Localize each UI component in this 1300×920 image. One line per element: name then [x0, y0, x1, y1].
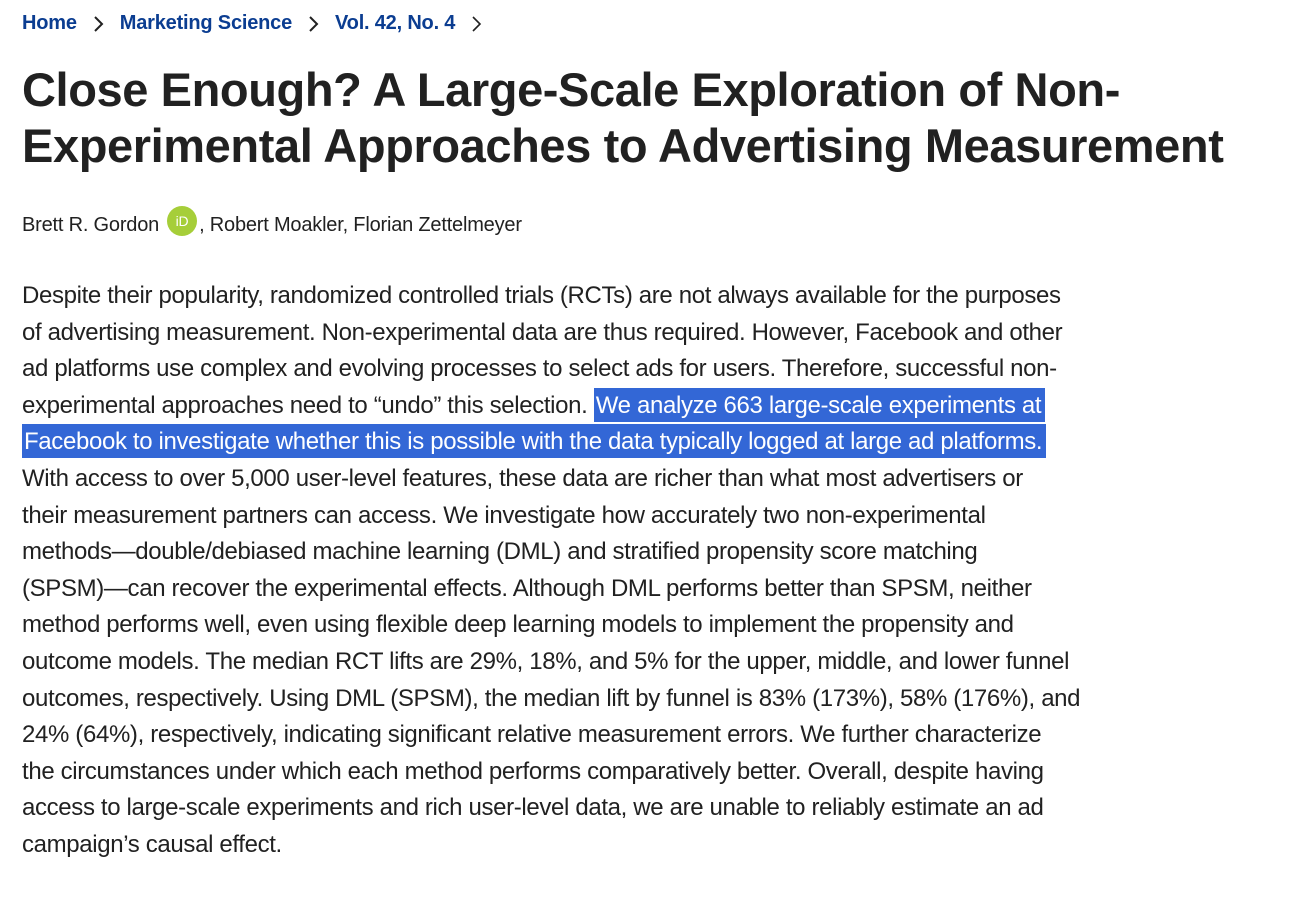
abstract-line: Despite their popularity, randomized con…	[22, 278, 1080, 315]
author-name[interactable]: Brett R. Gordon	[22, 214, 160, 236]
abstract-line: the circumstances under which each metho…	[22, 754, 1080, 791]
abstract-line: ad platforms use complex and evolving pr…	[22, 351, 1080, 388]
author-list: Brett R. Gordon iD , Robert Moakler, Flo…	[22, 205, 522, 237]
selected-text-highlight[interactable]: We analyze 663 large-scale experiments a…	[593, 387, 1046, 422]
page-title: Close Enough? A Large-Scale Exploration …	[22, 62, 1224, 174]
breadcrumb: Home Marketing Science Vol. 42, No. 4	[22, 12, 498, 35]
breadcrumb-issue[interactable]: Vol. 42, No. 4	[335, 12, 456, 34]
abstract-line: outcome models. The median RCT lifts are…	[22, 644, 1080, 681]
abstract-line: access to large-scale experiments and ri…	[22, 790, 1080, 827]
abstract-line: method performs well, even using flexibl…	[22, 607, 1080, 644]
abstract-text: (SPSM)—can recover the experimental effe…	[22, 574, 1032, 602]
abstract-text: experimental approaches need to “undo” t…	[22, 391, 594, 419]
abstract-text: 24% (64%), respectively, indicating sign…	[22, 721, 1042, 749]
abstract-text: of advertising measurement. Non-experime…	[22, 318, 1063, 346]
abstract-text: methods—double/debiased machine learning…	[22, 538, 978, 566]
abstract-line: their measurement partners can access. W…	[22, 498, 1080, 535]
chevron-right-icon	[469, 14, 485, 34]
abstract-text: the circumstances under which each metho…	[22, 757, 1044, 785]
breadcrumb-journal[interactable]: Marketing Science	[119, 12, 293, 34]
title-line: Experimental Approaches to Advertising M…	[22, 119, 1224, 172]
selected-text-highlight[interactable]: Facebook to investigate whether this is …	[22, 424, 1047, 459]
abstract-text: With access to over 5,000 user-level fea…	[22, 464, 1023, 492]
chevron-right-icon	[306, 14, 322, 34]
breadcrumb-home[interactable]: Home	[22, 12, 77, 34]
abstract: Despite their popularity, randomized con…	[22, 278, 1081, 864]
abstract-text: their measurement partners can access. W…	[22, 501, 986, 529]
abstract-text: ad platforms use complex and evolving pr…	[22, 355, 1057, 383]
abstract-line: experimental approaches need to “undo” t…	[22, 387, 1080, 425]
abstract-line: outcomes, respectively. Using DML (SPSM)…	[22, 681, 1081, 718]
abstract-line: campaign’s causal effect.	[22, 827, 1080, 864]
orcid-icon[interactable]: iD	[167, 205, 198, 236]
abstract-text: outcomes, respectively. Using DML (SPSM)…	[22, 684, 1081, 712]
abstract-text: campaign’s causal effect.	[22, 830, 282, 858]
abstract-text: outcome models. The median RCT lifts are…	[22, 647, 1070, 675]
abstract-line: With access to over 5,000 user-level fea…	[22, 461, 1080, 498]
abstract-line: 24% (64%), respectively, indicating sign…	[22, 717, 1080, 754]
abstract-text: access to large-scale experiments and ri…	[22, 794, 1044, 822]
abstract-text: method performs well, even using flexibl…	[22, 611, 1014, 639]
title-line: Close Enough? A Large-Scale Exploration …	[22, 63, 1120, 116]
abstract-line: methods—double/debiased machine learning…	[22, 534, 1080, 571]
abstract-line: (SPSM)—can recover the experimental effe…	[22, 571, 1080, 608]
author-names-rest[interactable]: , Robert Moakler, Florian Zettelmeyer	[199, 214, 522, 236]
abstract-line: of advertising measurement. Non-experime…	[22, 315, 1080, 352]
chevron-right-icon	[91, 14, 107, 34]
abstract-line: Facebook to investigate whether this is …	[22, 424, 1080, 461]
abstract-text: Despite their popularity, randomized con…	[22, 282, 1061, 309]
